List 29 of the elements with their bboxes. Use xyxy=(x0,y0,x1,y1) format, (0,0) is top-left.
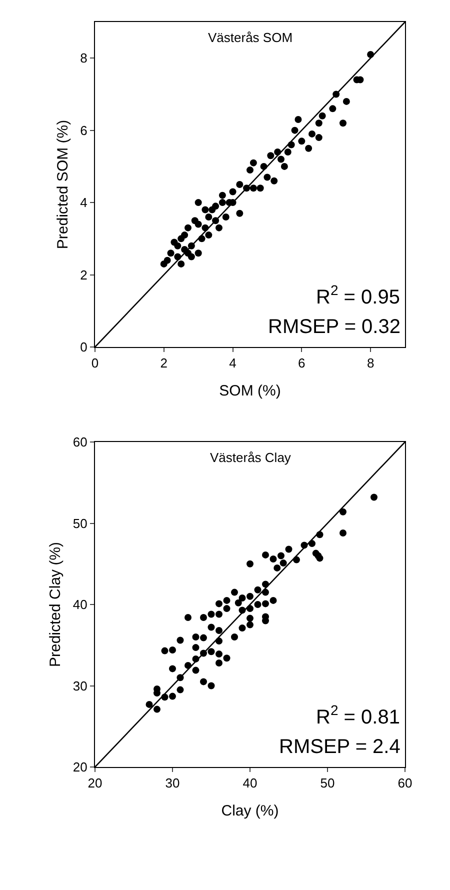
x-tick-label: 40 xyxy=(242,776,258,791)
y-tick-label: 30 xyxy=(72,678,88,694)
y-tick-label: 2 xyxy=(80,267,88,282)
y-tick-label: 0 xyxy=(80,340,88,355)
y-axis-title: Predicted SOM (%) xyxy=(54,120,72,250)
annotation: Västerås SOM xyxy=(208,30,293,45)
x-tick-label: 4 xyxy=(229,356,236,371)
x-tick-label: 0 xyxy=(91,356,99,371)
y-tick-label: 40 xyxy=(72,597,88,612)
y-tick-label: 8 xyxy=(80,50,88,66)
annotation: R$^{2}$ = 0.95 xyxy=(316,282,400,308)
annotation: Västerås Clay xyxy=(210,450,292,465)
y-tick-label: 50 xyxy=(72,516,88,531)
x-tick-label: 50 xyxy=(320,776,335,791)
annotation: R$^{2}$ = 0.81 xyxy=(316,702,400,728)
x-tick-label: 8 xyxy=(366,356,374,371)
x-axis-title: Clay (%) xyxy=(221,802,279,820)
annotation: RMSEP = 0.32 xyxy=(268,316,400,338)
x-tick-label: 6 xyxy=(298,356,306,371)
y-axis-title: Predicted Clay (%) xyxy=(47,542,64,668)
y-tick-label: 20 xyxy=(72,760,88,775)
annotation: RMSEP = 2.4 xyxy=(279,736,400,758)
x-tick-label: 30 xyxy=(165,776,180,791)
y-tick-label: 60 xyxy=(72,434,88,450)
x-tick-label: 2 xyxy=(160,356,168,371)
x-axis-title: SOM (%) xyxy=(219,382,281,400)
x-tick-label: 60 xyxy=(398,776,412,791)
y-tick-label: 6 xyxy=(80,122,88,138)
y-tick-label: 4 xyxy=(80,195,88,210)
